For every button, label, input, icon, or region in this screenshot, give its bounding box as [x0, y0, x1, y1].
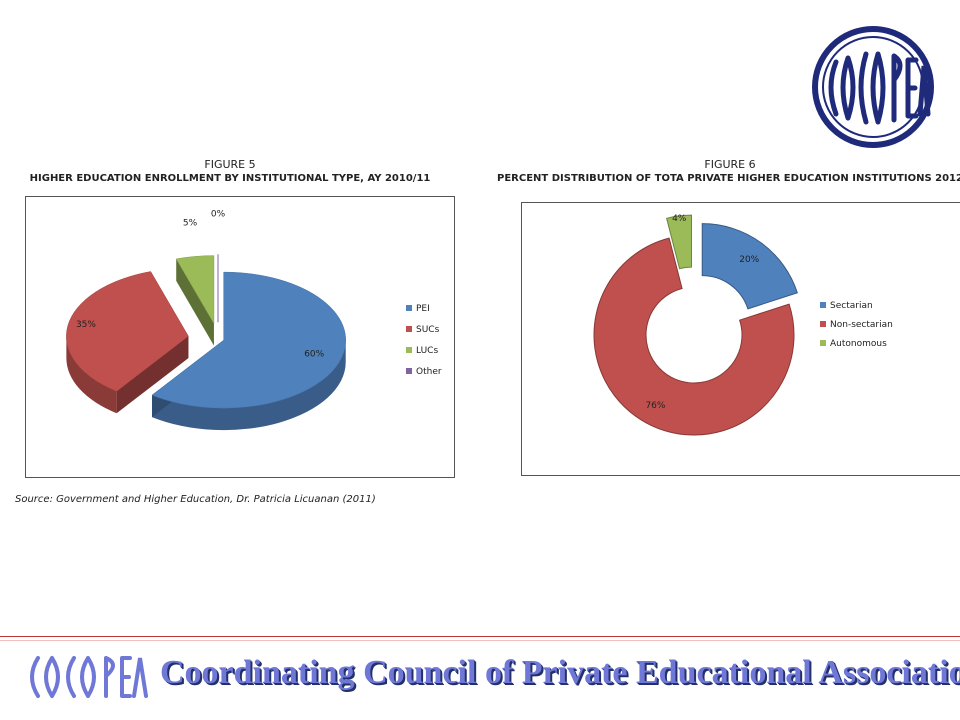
legend-label: Other	[416, 367, 442, 377]
legend-label: SUCs	[416, 325, 440, 335]
source-note: Source: Government and Higher Education,…	[15, 494, 376, 505]
figure-6-svg: 20% 76% 4% Sectarian Non-sectarian Autonomous	[593, 214, 893, 436]
legend-swatch	[406, 326, 412, 332]
cocopea-logo	[812, 26, 934, 148]
legend-label: PEI	[416, 304, 430, 314]
doughnut-slice	[666, 214, 692, 270]
legend-swatch	[820, 302, 826, 308]
figure-6-number: FIGURE 6	[704, 158, 756, 171]
footer-title: Coordinating Council of Private Educatio…	[160, 654, 960, 691]
figure-5-chart: 60% 35% 5% 0% PEI SUCs LUCs Other	[25, 196, 455, 478]
legend-label: Sectarian	[830, 301, 873, 311]
data-label: 35%	[76, 320, 96, 330]
figure-5-number: FIGURE 5	[204, 158, 256, 171]
pie-slice-face	[176, 258, 214, 346]
figure-6-caption: FIGURE 6 PERCENT DISTRIBUTION OF TOTA PR…	[490, 158, 960, 184]
pie-slice	[66, 271, 189, 392]
pie-slice	[151, 271, 346, 409]
figure-5-title: HIGHER EDUCATION ENROLLMENT BY INSTITUTI…	[29, 173, 431, 184]
data-label: 5%	[183, 219, 198, 229]
figure-6-chart: 20% 76% 4% Sectarian Non-sectarian Autonomous	[521, 202, 960, 476]
legend-swatch	[406, 305, 412, 311]
legend-swatch	[406, 368, 412, 374]
footer-cocopea-logo	[30, 656, 148, 698]
pie-slice-side	[66, 336, 117, 414]
data-label: 0%	[211, 209, 226, 219]
footer-divider-light	[0, 640, 960, 641]
doughnut-slice	[593, 237, 795, 436]
data-label: 4%	[672, 214, 687, 224]
doughnut-slice	[701, 223, 798, 310]
data-label: 76%	[645, 401, 665, 411]
figure-6-title: PERCENT DISTRIBUTION OF TOTA PRIVATE HIG…	[497, 173, 960, 184]
legend-swatch	[820, 321, 826, 327]
figure-5-caption: FIGURE 5 HIGHER EDUCATION ENROLLMENT BY …	[20, 158, 440, 184]
legend-label: Non-sectarian	[830, 320, 893, 330]
legend-label: Autonomous	[830, 339, 887, 349]
legend-swatch	[406, 347, 412, 353]
legend-label: LUCs	[416, 346, 438, 356]
data-label: 20%	[739, 255, 759, 265]
footer-divider	[0, 636, 960, 637]
pie-slice-side	[151, 340, 346, 431]
figure-5-svg: 60% 35% 5% 0% PEI SUCs LUCs Other	[66, 209, 442, 431]
pie-slice	[175, 255, 215, 325]
data-label: 60%	[304, 350, 324, 360]
pie-slice-face	[116, 336, 189, 414]
legend-swatch	[820, 340, 826, 346]
